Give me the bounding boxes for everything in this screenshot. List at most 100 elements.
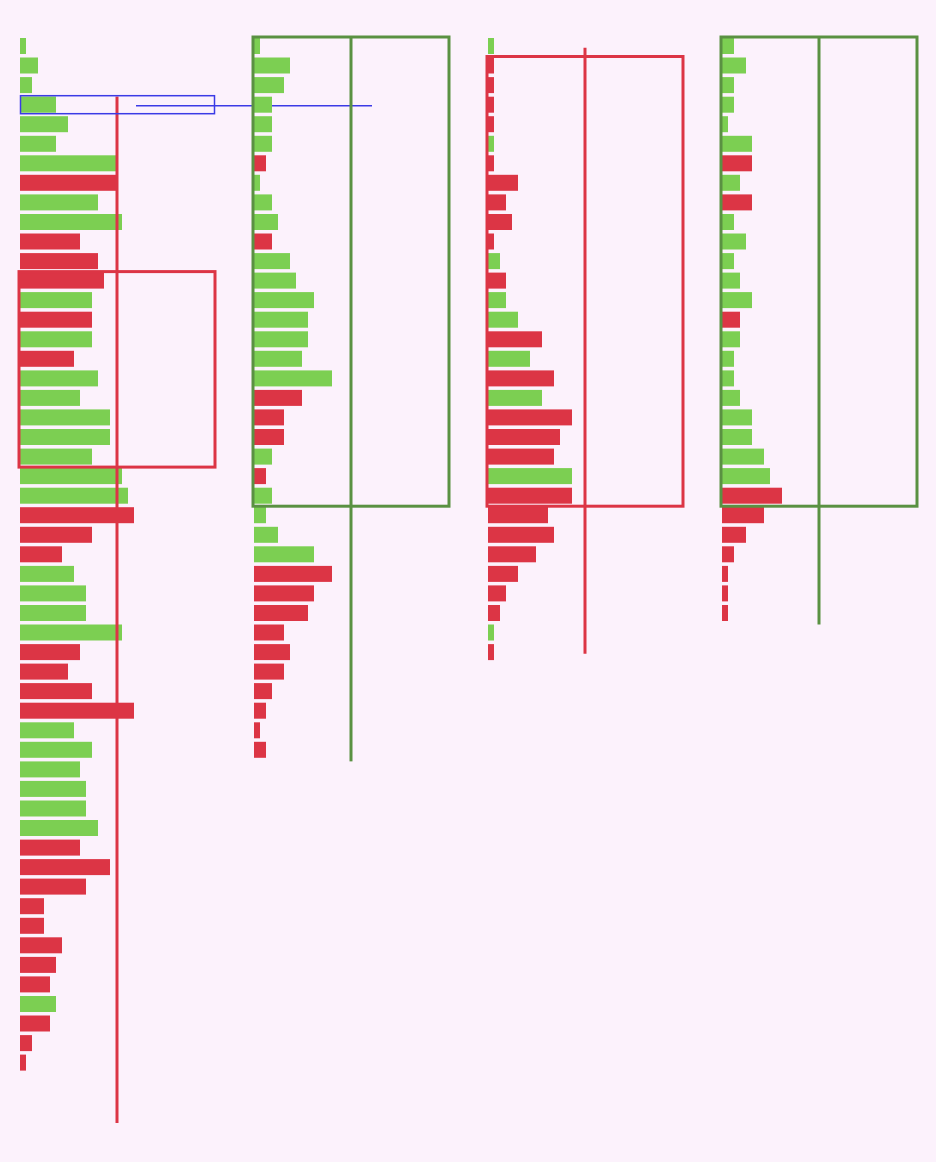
profile-bar (254, 272, 296, 289)
profile-bar (254, 77, 284, 94)
profile-bar (20, 526, 92, 543)
profile-bar (254, 546, 314, 563)
profile-bar (722, 38, 734, 54)
profile-bar (722, 565, 728, 582)
profile-bar (20, 389, 80, 406)
profile-bar (254, 57, 290, 74)
profile-bar (722, 507, 764, 524)
profile-bar (722, 77, 734, 94)
profile-bar (722, 311, 740, 328)
profile-bar (20, 116, 68, 133)
profile-bar (488, 526, 554, 543)
profile-bar (20, 741, 92, 758)
profile-bar (254, 741, 266, 758)
profile-bar (20, 311, 92, 328)
profile-bar (488, 624, 494, 641)
profile-bar (254, 487, 272, 504)
profile-bar (722, 96, 734, 113)
profile-bar (722, 331, 740, 348)
profile-bar (488, 350, 530, 367)
profile-bar (20, 272, 104, 289)
profile-bar (20, 917, 44, 934)
profile-bar (254, 135, 272, 152)
profile-bar (20, 468, 122, 485)
profile-bar (488, 311, 518, 328)
profile-bar (488, 155, 494, 172)
profile-bar (254, 722, 260, 739)
profile-bar (254, 683, 272, 700)
profile-bar (488, 233, 494, 250)
profile-bar (20, 370, 98, 387)
profile-bar (20, 253, 98, 270)
profile-bar (20, 820, 98, 836)
profile-bar (488, 214, 512, 230)
profile-bar (254, 663, 284, 680)
profile-bar (722, 57, 746, 74)
profile-bar (20, 77, 32, 94)
profile-bar (20, 174, 116, 191)
profile-bar (254, 389, 302, 406)
profile-bar (488, 96, 494, 113)
profile-bar (722, 585, 728, 602)
profile-bar (254, 605, 308, 621)
profile-bar (20, 761, 80, 778)
profile-bar (20, 605, 86, 621)
profile-bar (254, 624, 284, 641)
profile-bar (20, 663, 68, 680)
profile-bar (722, 214, 734, 230)
profile-bar (254, 38, 260, 54)
profile-bar (488, 605, 500, 621)
profile-bar (722, 448, 764, 465)
profile-bar (488, 585, 506, 602)
profile-bar (254, 448, 272, 465)
profile-bar (722, 429, 752, 445)
profile-bar (722, 272, 740, 289)
profile-bar (254, 194, 272, 211)
profile-bar (254, 233, 272, 250)
profile-bar (488, 292, 506, 309)
profile-bar (488, 389, 542, 406)
profile-bar (20, 57, 38, 74)
profile-bar (20, 898, 44, 915)
value-area-box (251, 35, 451, 508)
profile-bar (254, 526, 278, 543)
profile-bar (20, 546, 62, 563)
profile-bar (254, 155, 266, 172)
profile-bar (722, 194, 752, 211)
profile-bar (488, 409, 572, 426)
value-area-box (719, 35, 919, 508)
profile-bar (20, 702, 134, 719)
profile-bar (722, 605, 728, 621)
value-area-box (17, 270, 217, 469)
profile-bar (488, 487, 572, 504)
profile-bar (722, 487, 782, 504)
profile-bar (20, 350, 74, 367)
profile-bar (722, 350, 734, 367)
profile-bar (20, 331, 92, 348)
profile-bar (254, 311, 308, 328)
profile-bar (254, 409, 284, 426)
profile-bar (20, 429, 110, 445)
profile-bar (722, 389, 740, 406)
profile-bar (20, 409, 110, 426)
profile-bar (20, 155, 116, 172)
profile-bar (488, 448, 554, 465)
profile-bar (20, 214, 122, 230)
profile-bar (722, 135, 752, 152)
profile-bar (488, 174, 518, 191)
highlight-row-box (19, 94, 216, 115)
profile-bar (20, 565, 74, 582)
profile-bar (20, 135, 56, 152)
profile-bar (488, 429, 560, 445)
profile-bar (20, 233, 80, 250)
profile-bar (488, 77, 494, 94)
profile-bar (20, 800, 86, 817)
profile-bar (254, 292, 314, 309)
profile-bar (722, 370, 734, 387)
profile-bar (20, 859, 110, 876)
profile-bar (488, 644, 494, 661)
profile-bar (488, 57, 494, 74)
profile-bar (254, 253, 290, 270)
